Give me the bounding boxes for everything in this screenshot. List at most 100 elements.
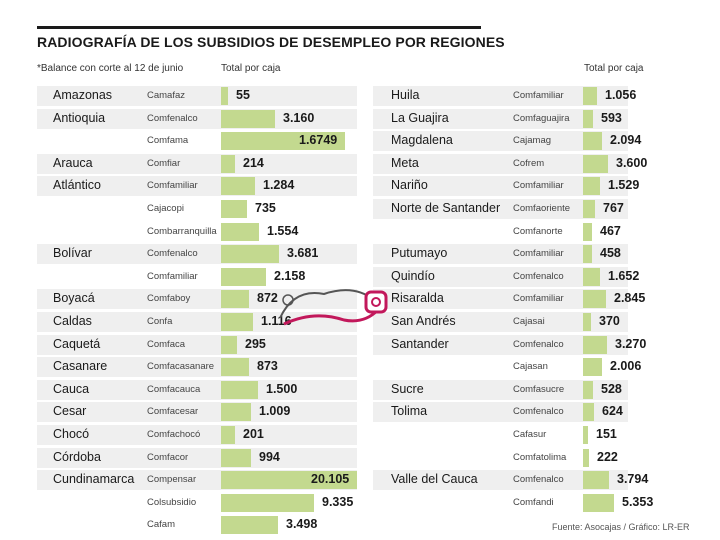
- caja-name: Cofrem: [513, 157, 545, 169]
- value-label: 1.6749: [299, 133, 338, 148]
- region-name: Valle del Cauca: [391, 472, 478, 487]
- value-bar: [221, 313, 253, 331]
- table-row: Combarranquilla 1.554: [37, 221, 357, 243]
- row-stripe: [37, 86, 357, 106]
- caja-name: Comfacor: [147, 451, 189, 463]
- region-name: Boyacá: [53, 291, 95, 306]
- value-bar: [221, 335, 237, 354]
- region-name: Tolima: [391, 404, 428, 419]
- table-row: Huila Comfamiliar 1.056: [373, 85, 636, 107]
- value-label: 20.105: [311, 472, 350, 487]
- region-name: Casanare: [53, 359, 108, 374]
- table-row: Colsubsidio 9.335: [37, 492, 357, 514]
- row-stripe: [373, 289, 628, 310]
- value-bar: [221, 87, 228, 105]
- caja-name: Comfenalco: [513, 270, 564, 282]
- value-bar: [583, 448, 589, 467]
- value-bar: [583, 313, 591, 331]
- table-row: Comfanorte 467: [373, 221, 628, 243]
- caja-name: Comfamiliar: [513, 90, 564, 101]
- caja-name: Comfenalco: [147, 248, 198, 260]
- caja-name: Comfamiliar: [513, 293, 564, 305]
- caja-name: Comfasucre: [513, 383, 565, 395]
- column-header-right: Total por caja: [584, 63, 644, 74]
- row-stripe: [373, 131, 628, 152]
- table-row: Comfamiliar 2.158: [37, 266, 357, 288]
- region-name: Antioquia: [53, 110, 106, 125]
- value-bar: [583, 200, 595, 218]
- table-row: Meta Cofrem 3.600: [373, 153, 647, 175]
- value-bar: [221, 426, 235, 444]
- caja-name: Compensar: [147, 474, 197, 486]
- region-name: Atlántico: [53, 178, 101, 193]
- region-name: Caldas: [53, 314, 92, 328]
- caja-name: Comfenalco: [513, 474, 564, 486]
- value-label: 2.094: [610, 133, 642, 148]
- region-name: Risaralda: [391, 291, 444, 306]
- caja-name: Comfenalco: [147, 112, 198, 124]
- row-stripe: [373, 334, 628, 355]
- region-name: La Guajira: [391, 110, 449, 125]
- value-label: 55: [236, 88, 250, 102]
- value-label: 994: [259, 449, 280, 464]
- value-label: 295: [245, 336, 266, 351]
- value-bar: [583, 290, 606, 309]
- region-name: Caquetá: [53, 336, 101, 351]
- table-row: Cajasan 2.006: [373, 356, 641, 378]
- table-row: Comfatolima 222: [373, 447, 628, 469]
- value-label: 3.160: [283, 110, 315, 125]
- row-stripe: [373, 86, 628, 106]
- table-row: Cundinamarca Compensar 20.105: [37, 469, 357, 491]
- value-label: 1.056: [605, 88, 637, 102]
- chart-title: RADIOGRAFÍA DE LOS SUBSIDIOS DE DESEMPLE…: [37, 34, 505, 50]
- region-name: San Andrés: [391, 314, 456, 328]
- caja-name: Comfacesar: [147, 406, 199, 418]
- source-note: Fuente: Asocajas / Gráfico: LR-ER: [552, 522, 690, 532]
- value-label: 458: [600, 246, 621, 261]
- table-row: Santander Comfenalco 3.270: [373, 334, 646, 356]
- caja-name: Camafaz: [147, 90, 186, 101]
- region-name: Sucre: [391, 381, 424, 396]
- value-label: 3.681: [287, 246, 319, 261]
- table-row: Magdalena Cajamag 2.094: [373, 130, 641, 152]
- row-stripe: [37, 176, 357, 197]
- value-bar: [583, 403, 594, 422]
- value-bar: [221, 448, 251, 467]
- value-bar: [583, 109, 593, 128]
- table-row: Caquetá Comfaca 295: [37, 334, 357, 356]
- row-stripe: [37, 402, 357, 423]
- row-stripe: [37, 357, 357, 378]
- value-label: 3.498: [286, 517, 318, 532]
- row-stripe: [373, 312, 628, 332]
- caja-name: Comfanorte: [513, 225, 563, 237]
- value-bar: [583, 177, 600, 196]
- value-bar: [583, 132, 602, 151]
- column-header-left: Total por caja: [221, 63, 281, 74]
- value-bar: [583, 267, 600, 286]
- value-label: 2.158: [274, 268, 306, 283]
- caja-name: Comfaoriente: [513, 203, 571, 214]
- value-bar: [221, 109, 275, 128]
- value-bar: [583, 380, 593, 399]
- row-stripe: [373, 176, 628, 197]
- row-stripe: [373, 199, 628, 219]
- table-row: Valle del Cauca Comfenalco 3.794: [373, 469, 648, 491]
- region-name: Nariño: [391, 178, 428, 193]
- caja-name: Comfamiliar: [513, 180, 564, 192]
- value-bar: [221, 493, 314, 512]
- value-label: 872: [257, 291, 278, 306]
- table-row: Atlántico Comfamiliar 1.284: [37, 175, 357, 197]
- table-row: Arauca Comfiar 214: [37, 153, 357, 175]
- table-row: Córdoba Comfacor 994: [37, 447, 357, 469]
- value-bar: [221, 358, 249, 377]
- caja-name: Comfandi: [513, 496, 554, 508]
- value-bar: [583, 87, 597, 105]
- value-bar: [583, 245, 592, 264]
- table-row: Antioquia Comfenalco 3.160: [37, 108, 357, 130]
- row-stripe: [37, 379, 357, 400]
- value-bar: [221, 222, 259, 241]
- value-label: 624: [602, 404, 623, 419]
- value-label: 593: [601, 110, 622, 125]
- caja-name: Comfaca: [147, 338, 186, 350]
- table-row: Casanare Comfacasanare 873: [37, 356, 357, 378]
